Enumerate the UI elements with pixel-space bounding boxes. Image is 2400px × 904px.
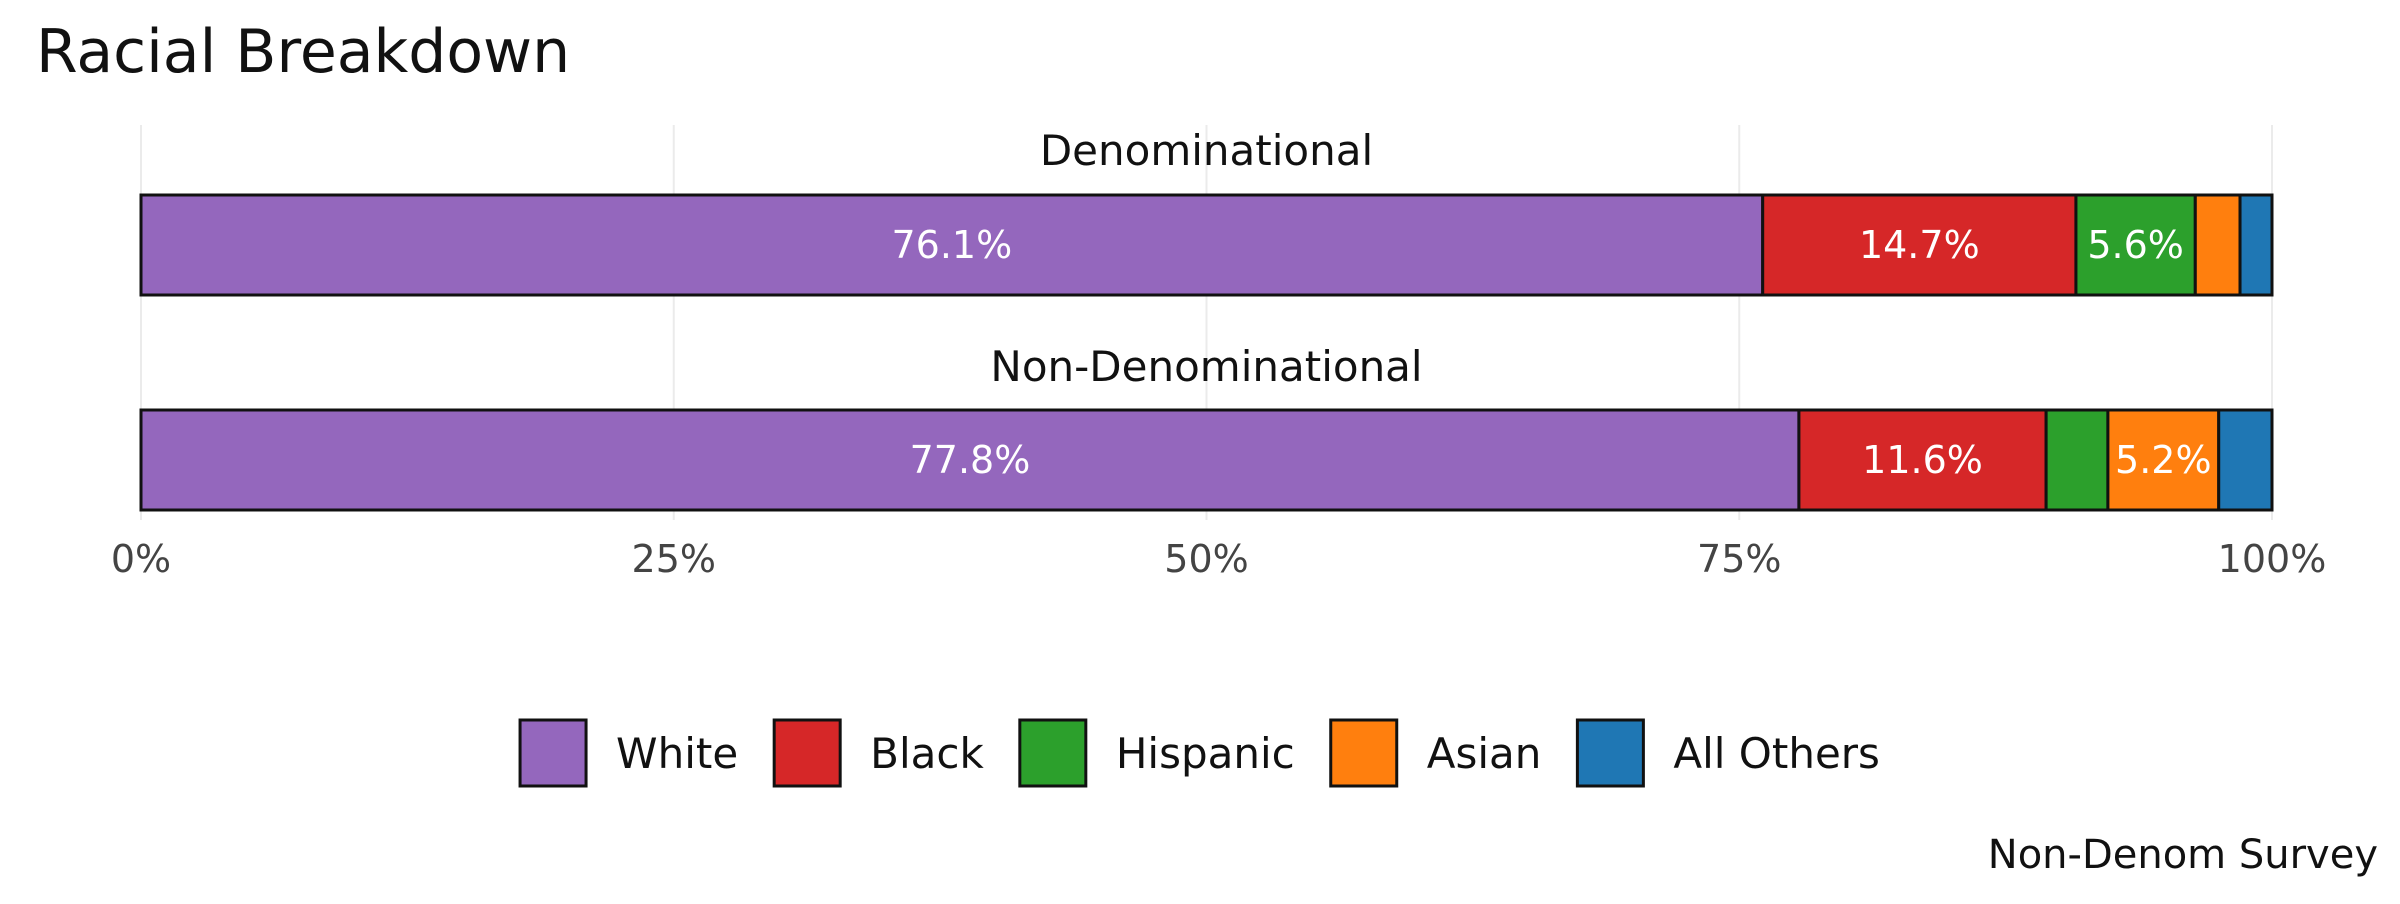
panel-label-non-denominational: Non-Denominational xyxy=(990,342,1422,391)
data-label-non-denominational-black: 11.6% xyxy=(1862,438,1983,482)
data-label-denominational-black: 14.7% xyxy=(1859,223,1980,267)
panel-label-denominational: Denominational xyxy=(1040,126,1373,175)
bar-non-denominational-white xyxy=(139,408,1801,512)
bar-denominational-white xyxy=(139,193,1765,297)
data-label-non-denominational-asian: 5.2% xyxy=(2115,438,2212,482)
legend-key-hispanic xyxy=(1018,718,1088,788)
bar-non-denominational-black xyxy=(1797,408,2048,512)
legend-key-black xyxy=(772,718,842,788)
legend-label-white: White xyxy=(616,729,738,778)
legend-label-hispanic: Hispanic xyxy=(1116,729,1295,778)
legend-key-asian xyxy=(1329,718,1399,788)
x-tick-label-75: 75% xyxy=(1697,537,1781,581)
data-label-denominational-hispanic: 5.6% xyxy=(2087,223,2184,267)
legend-key-all-others xyxy=(1575,718,1645,788)
x-tick-label-25: 25% xyxy=(632,537,716,581)
chart-caption: Non-Denom Survey xyxy=(1988,832,2378,878)
bars-layer: Denominational 76.1% 14.7% 5.6% Non-Denomina… xyxy=(139,126,2274,512)
chart-title: Racial Breakdown xyxy=(36,17,570,87)
bar-denominational-black xyxy=(1761,193,2078,297)
x-axis: 0% 25% 50% 75% 100% xyxy=(111,537,2326,581)
x-tick-label-50: 50% xyxy=(1164,537,1248,581)
x-tick-label-0: 0% xyxy=(111,537,171,581)
legend-label-asian: Asian xyxy=(1427,729,1542,778)
bar-non-denominational-all-others xyxy=(2217,408,2274,512)
data-label-denominational-white: 76.1% xyxy=(891,223,1012,267)
bar-non-denominational-hispanic xyxy=(2044,408,2110,512)
bar-denominational-all-others xyxy=(2238,193,2274,297)
bar-denominational-asian xyxy=(2193,193,2242,297)
legend-label-black: Black xyxy=(870,729,984,778)
legend-label-all-others: All Others xyxy=(1673,729,1880,778)
legend-key-white xyxy=(518,718,588,788)
data-label-non-denominational-white: 77.8% xyxy=(910,438,1031,482)
x-tick-label-100: 100% xyxy=(2218,537,2327,581)
legend: White Black Hispanic Asian All Others xyxy=(518,718,1880,788)
